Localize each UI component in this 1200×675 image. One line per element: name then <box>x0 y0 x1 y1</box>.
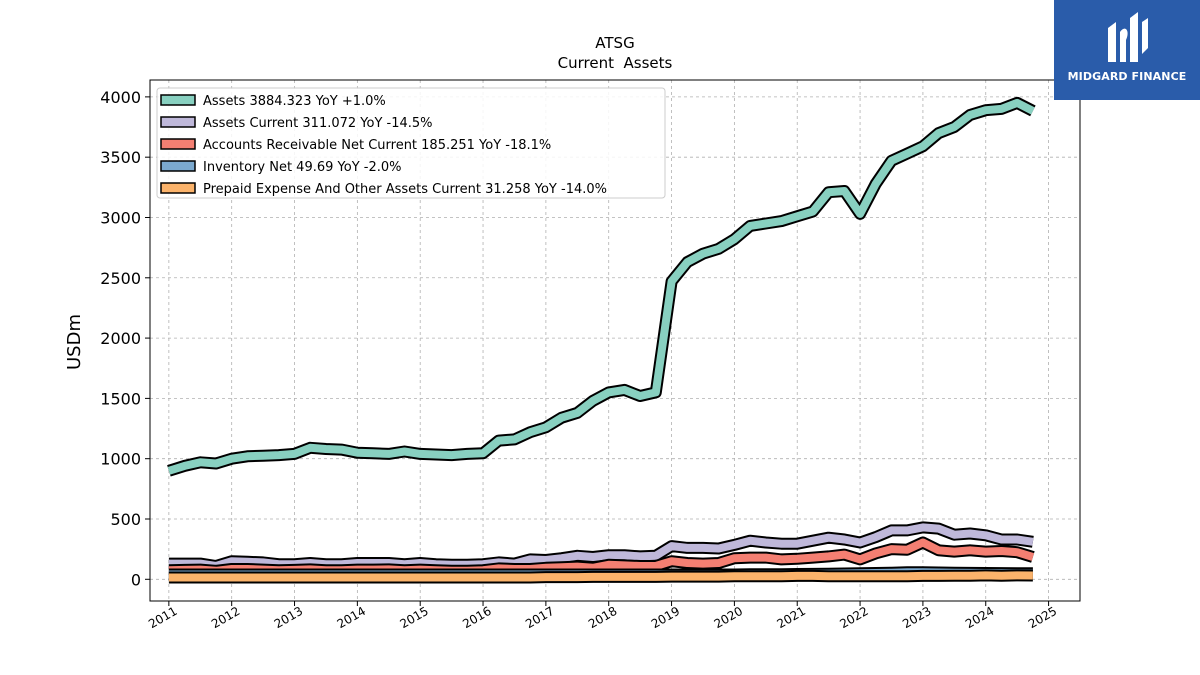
legend-label: Prepaid Expense And Other Assets Current… <box>203 182 607 197</box>
legend-swatch <box>160 160 196 172</box>
y-tick-label: 1000 <box>100 450 141 469</box>
legend-item: Assets Current 311.072 YoY -14.5% <box>160 116 433 131</box>
x-tick-label: 2017 <box>523 604 556 631</box>
y-tick-label: 500 <box>110 510 141 529</box>
y-axis-label: USDm <box>64 314 85 370</box>
legend-swatch <box>160 94 196 106</box>
legend: Assets 3884.323 YoY +1.0% Assets Current … <box>156 87 666 199</box>
x-tick-label: 2014 <box>335 604 368 631</box>
x-tick-label: 2016 <box>460 604 493 631</box>
series-line <box>167 98 1035 475</box>
series-prepaid-expense-and <box>168 569 1033 584</box>
y-tick-label: 2500 <box>100 269 141 288</box>
series-assets-3884323-yoy <box>167 96 1036 477</box>
legend-swatch <box>160 116 196 128</box>
x-tick-label: 2012 <box>209 604 242 631</box>
x-tick-label: 2022 <box>837 604 870 631</box>
x-tick-label: 2015 <box>397 604 430 631</box>
y-tick-label: 0 <box>131 570 141 589</box>
x-tick-label: 2020 <box>712 604 745 631</box>
brand-logo: MIDGARD FINANCE <box>1054 0 1200 100</box>
x-tick-label: 2024 <box>963 604 996 631</box>
legend-item: Accounts Receivable Net Current 185.251 … <box>160 138 551 153</box>
legend-label: Assets Current 311.072 YoY -14.5% <box>203 116 433 131</box>
x-tick-label: 2011 <box>146 604 179 631</box>
legend-swatch <box>160 182 196 194</box>
legend-swatch <box>160 138 196 150</box>
series-layer <box>167 96 1036 584</box>
legend-item: Prepaid Expense And Other Assets Current… <box>160 182 607 197</box>
chart-subtitle: Current Assets <box>558 54 673 72</box>
x-tick-label: 2013 <box>272 604 305 631</box>
x-tick-label: 2018 <box>586 604 619 631</box>
x-tick-label: 2025 <box>1026 604 1059 631</box>
brand-name: MIDGARD FINANCE <box>1067 70 1187 83</box>
brand-logo-icon <box>1108 12 1148 62</box>
legend-label: Accounts Receivable Net Current 185.251 … <box>203 138 551 153</box>
y-tick-label: 4000 <box>100 88 141 107</box>
x-tick-label: 2019 <box>649 604 682 631</box>
legend-label: Assets 3884.323 YoY +1.0% <box>203 94 386 109</box>
legend-label: Inventory Net 49.69 YoY -2.0% <box>203 160 402 175</box>
y-tick-label: 3000 <box>100 208 141 227</box>
y-tick-label: 1500 <box>100 389 141 408</box>
legend-item: Assets 3884.323 YoY +1.0% <box>160 94 386 109</box>
legend-box <box>156 87 666 199</box>
chart-title: ATSG <box>595 34 634 52</box>
series-assets-current-311072 <box>168 521 1034 572</box>
y-tick-label: 2000 <box>100 329 141 348</box>
series-line <box>168 571 1033 582</box>
y-tick-label: 3500 <box>100 148 141 167</box>
series-line <box>168 523 1034 570</box>
x-tick-label: 2023 <box>900 604 933 631</box>
x-tick-label: 2021 <box>775 604 808 631</box>
legend-item: Inventory Net 49.69 YoY -2.0% <box>160 160 402 175</box>
plot-frame <box>149 79 1081 602</box>
